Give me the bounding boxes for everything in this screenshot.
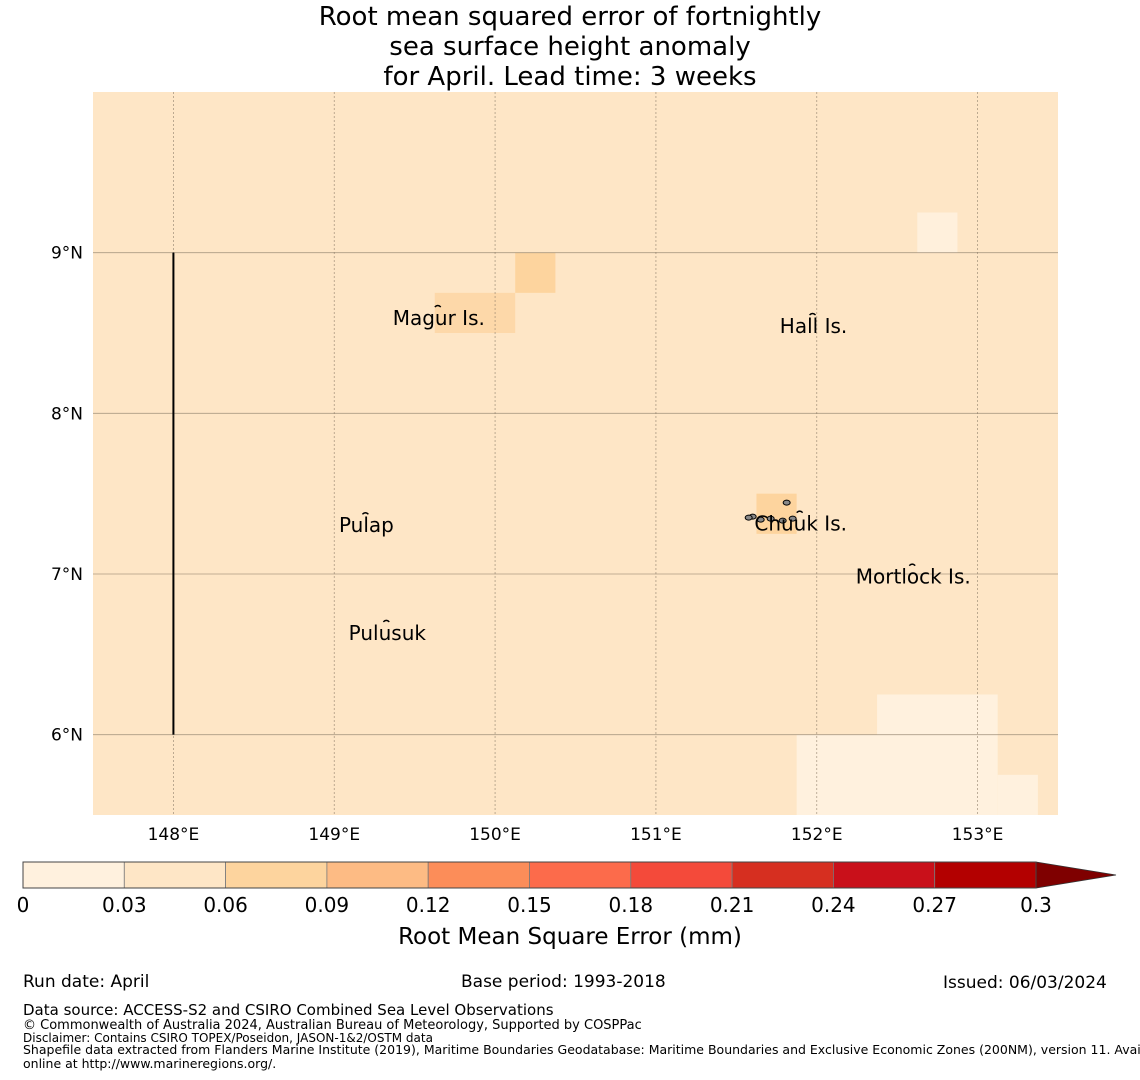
island-shape (809, 312, 817, 316)
island-markers (361, 304, 916, 623)
colorbar-tick-label: 0.21 (710, 893, 755, 917)
error-cell-3 (756, 493, 797, 534)
colorbar-segment (22, 861, 125, 889)
error-cell-2 (917, 212, 958, 253)
error-cell-6 (997, 774, 1038, 815)
map: Magur Is. Hall Is. Pulap Chuuk Is. Mortlock … (51, 92, 1058, 845)
island-label-1: Hall Is. (780, 314, 847, 338)
island-shape (361, 512, 369, 515)
title-line-3: for April. Lead time: 3 weeks (383, 62, 757, 92)
colorbar-segment (427, 861, 530, 889)
error-cell-0 (515, 252, 556, 293)
colorbar-tick-label: 0.24 (811, 893, 856, 917)
chuuk-islet (756, 516, 765, 523)
island-label-5: Pulusuk (349, 621, 427, 645)
axis-tick-labels: 148°E 149°E 150°E 151°E 152°E 153°E 6°N 7°N 8°N 9… (51, 244, 1003, 845)
island-shape (796, 510, 804, 514)
colorbar-outline (22, 861, 1037, 889)
lat-tick-label: 6°N (51, 726, 83, 746)
shapefile-credit-line-1: Shapefile data extracted from Flanders M… (23, 1042, 1140, 1057)
error-cell-5 (796, 734, 998, 815)
title-line-1: Root mean squared error of fortnightly (318, 2, 822, 32)
copyright: © Commonwealth of Australia 2024, Austra… (23, 1018, 642, 1033)
colorbar-segment (731, 861, 834, 889)
colorbar-extend-arrow (1035, 861, 1117, 889)
island-label-2: Pulap (339, 513, 394, 537)
island-shape (908, 563, 916, 567)
colorbar-tick-label: 0.03 (102, 893, 147, 917)
colorbar-segment (326, 861, 429, 889)
title-line-2: sea surface height anomaly (389, 32, 751, 62)
colorbar-tick-label: 0.09 (305, 893, 350, 917)
colorbar-segment (630, 861, 733, 889)
colorbar-tick-label: 0.12 (406, 893, 451, 917)
gridlines (93, 92, 1058, 815)
lat-tick-label: 8°N (51, 404, 83, 424)
lat-tick-label: 9°N (51, 244, 83, 264)
lon-tick-label: 151°E (630, 825, 682, 845)
issued-date: Issued: 06/03/2024 (943, 973, 1107, 993)
chuuk-islet (788, 515, 797, 522)
colorbar-label: Root Mean Square Error (mm) (398, 924, 742, 950)
colorbar-tick-label: 0.27 (912, 893, 957, 917)
island-shape (382, 619, 390, 623)
colorbar-segment (123, 861, 227, 889)
colorbar-segment (934, 861, 1037, 889)
disclaimer: Disclaimer: Contains CSIRO TOPEX/Poseido… (23, 1031, 433, 1045)
colorbar-tick-labels: 0 0.03 0.06 0.09 0.12 0.15 0.18 0.21 0.24 0.27 0.3 (17, 893, 1052, 917)
lon-tick-label: 150°E (469, 825, 521, 845)
chart-title: Root mean squared error of fortnightly s… (0, 2, 1140, 92)
error-cell-4 (877, 694, 998, 735)
lon-tick-label: 153°E (952, 825, 1004, 845)
lon-tick-label: 149°E (308, 825, 360, 845)
data-source: Data source: ACCESS-S2 and CSIRO Combine… (23, 1001, 554, 1019)
lon-tick-label: 148°E (148, 825, 200, 845)
colorbar-tick-label: 0 (17, 893, 30, 917)
colorbar-segment (225, 861, 328, 889)
chuuk-islet (778, 517, 787, 524)
colorbar-tick-label: 0.06 (203, 893, 248, 917)
colorbar-tick-label: 0.3 (1020, 893, 1052, 917)
colorbar-tick-label: 0.18 (609, 893, 654, 917)
chuuk-islet (744, 514, 753, 521)
lat-tick-label: 7°N (51, 565, 83, 585)
colorbar-segment (529, 861, 632, 889)
colorbar-segments (22, 861, 1117, 889)
colorbar-segment (833, 861, 936, 889)
island-label-0: Magur Is. (393, 306, 485, 330)
island-shape (434, 304, 442, 308)
island-labels: Magur Is. Hall Is. Pulap Chuuk Is. Mortlock … (339, 306, 971, 645)
run-date: Run date: April (23, 972, 150, 992)
lon-tick-label: 152°E (791, 825, 843, 845)
chuuk-islet (782, 499, 791, 506)
base-period: Base period: 1993-2018 (461, 972, 666, 992)
shapefile-credit-line-2: online at http://www.marineregions.org/. (23, 1056, 277, 1071)
colorbar-tick-label: 0.15 (507, 893, 552, 917)
chuuk-islet (766, 515, 775, 522)
island-label-3: Chuuk Is. (754, 512, 847, 536)
error-cell-1 (434, 292, 516, 333)
island-label-4: Mortlock Is. (856, 565, 971, 589)
